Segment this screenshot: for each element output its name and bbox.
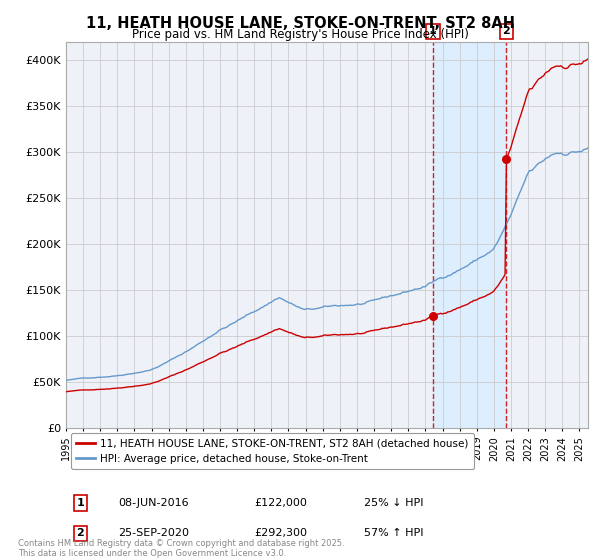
Text: 25-SEP-2020: 25-SEP-2020 <box>118 528 189 538</box>
Text: 1: 1 <box>429 26 437 36</box>
Text: 57% ↑ HPI: 57% ↑ HPI <box>364 528 423 538</box>
Bar <box>433 42 506 428</box>
Point <box>502 155 511 164</box>
Text: 08-JUN-2016: 08-JUN-2016 <box>118 498 189 508</box>
Text: £122,000: £122,000 <box>254 498 307 508</box>
Text: 1: 1 <box>76 498 84 508</box>
Text: £292,300: £292,300 <box>254 528 307 538</box>
Text: 11, HEATH HOUSE LANE, STOKE-ON-TRENT, ST2 8AH: 11, HEATH HOUSE LANE, STOKE-ON-TRENT, ST… <box>86 16 515 31</box>
Point <box>428 311 438 320</box>
Text: Price paid vs. HM Land Registry's House Price Index (HPI): Price paid vs. HM Land Registry's House … <box>131 28 469 41</box>
Text: 25% ↓ HPI: 25% ↓ HPI <box>364 498 423 508</box>
Text: 2: 2 <box>502 26 510 36</box>
Legend: 11, HEATH HOUSE LANE, STOKE-ON-TRENT, ST2 8AH (detached house), HPI: Average pri: 11, HEATH HOUSE LANE, STOKE-ON-TRENT, ST… <box>71 433 474 469</box>
Text: 2: 2 <box>76 528 84 538</box>
Text: Contains HM Land Registry data © Crown copyright and database right 2025.
This d: Contains HM Land Registry data © Crown c… <box>18 539 344 558</box>
